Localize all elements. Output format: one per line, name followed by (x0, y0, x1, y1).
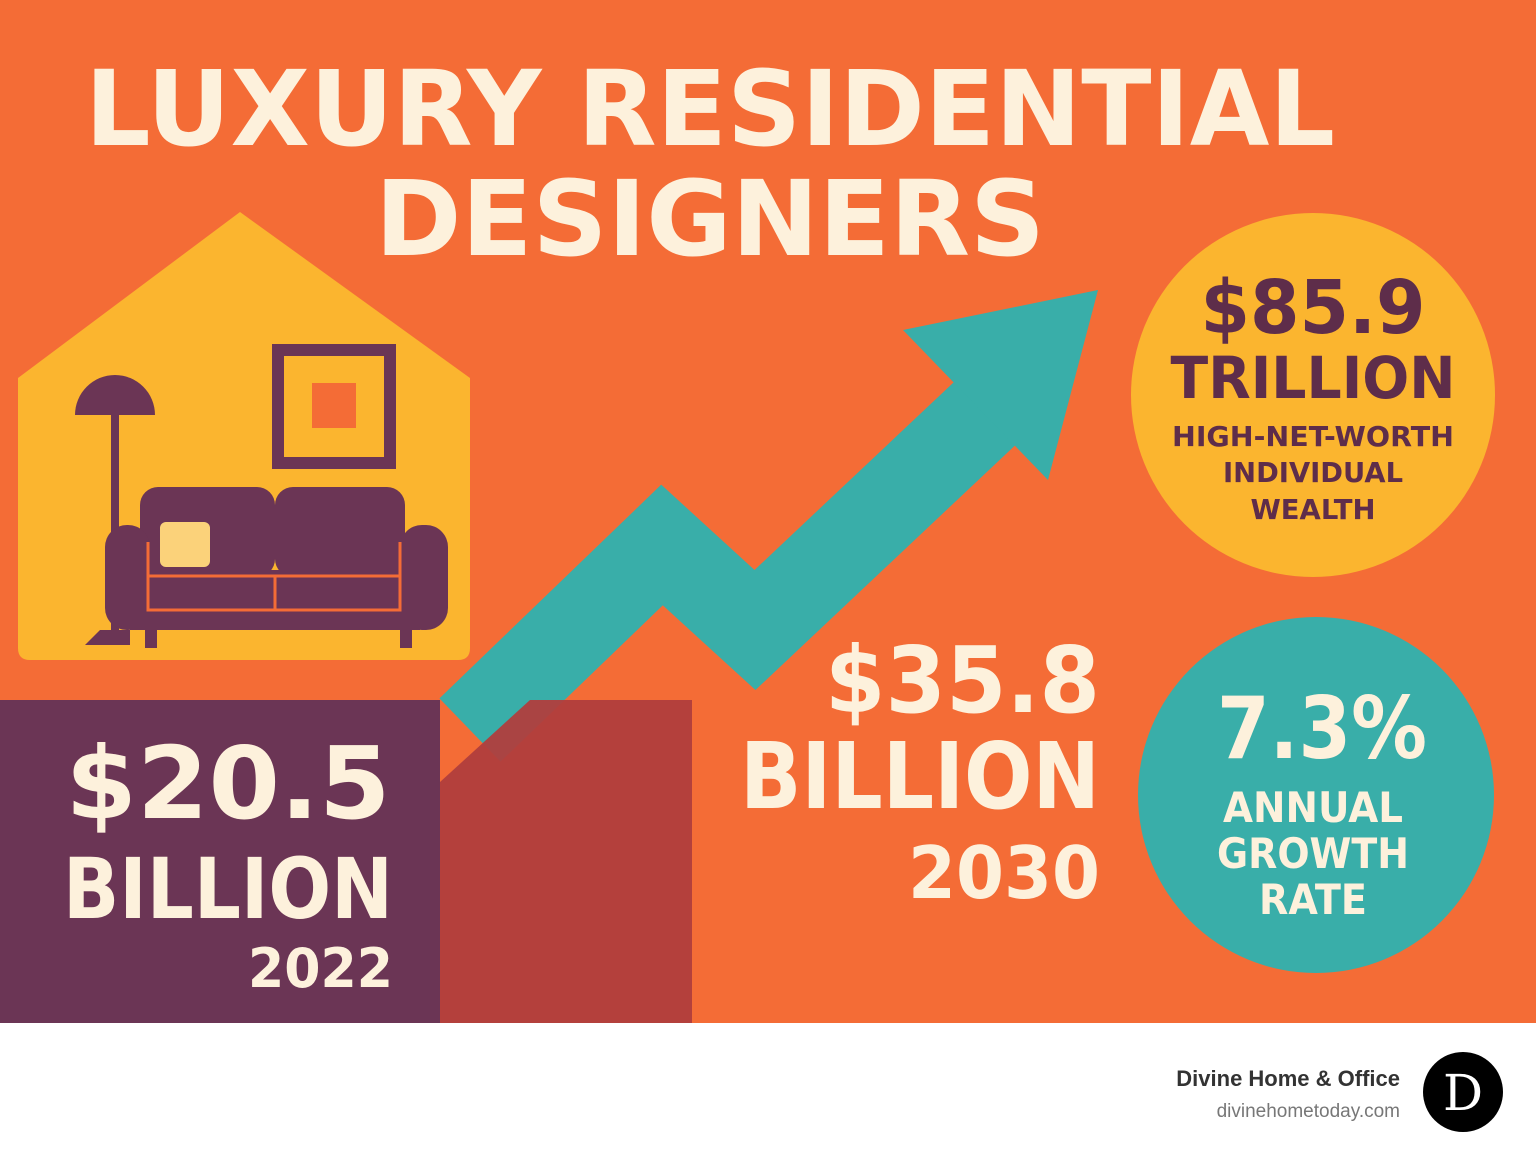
stat-label: WEALTH (1251, 493, 1376, 526)
stat-value: $35.8 (825, 627, 1100, 734)
stat-unit: BILLION (63, 840, 393, 938)
stat-unit: TRILLION (1171, 344, 1456, 412)
logo (1423, 1052, 1503, 1132)
stat-value: $85.9 (1201, 265, 1426, 351)
stat-label: HIGH-NET-WORTH (1172, 420, 1454, 453)
logo-letter: D (1443, 1064, 1483, 1122)
brand-url: divinehometoday.com (1217, 1101, 1400, 1122)
footer-background (0, 1023, 1536, 1154)
stat-value: $20.5 (66, 725, 391, 842)
stat-panel (0, 700, 440, 1023)
wealth-circle (1131, 213, 1495, 577)
stat-panel-accent (440, 700, 692, 1023)
stat-label: RATE (1259, 875, 1367, 924)
furniture-icon (75, 344, 448, 648)
stat-label: 2022 (248, 937, 393, 1000)
growth-circle (1138, 617, 1494, 973)
brand-name: Divine Home & Office (1176, 1066, 1400, 1091)
stat-unit: BILLION (740, 723, 1100, 830)
stat-label: INDIVIDUAL (1223, 456, 1403, 489)
stat-label: 2030 (908, 831, 1100, 915)
title-line: DESIGNERS (375, 158, 1045, 280)
stat-label: ANNUAL (1223, 783, 1403, 832)
stat-label: GROWTH (1217, 829, 1409, 878)
growth-arrow (439, 352, 1046, 762)
stat-value: 7.3% (1217, 679, 1427, 779)
title-line: LUXURY RESIDENTIAL (85, 48, 1335, 170)
arrow-head (903, 290, 1098, 480)
